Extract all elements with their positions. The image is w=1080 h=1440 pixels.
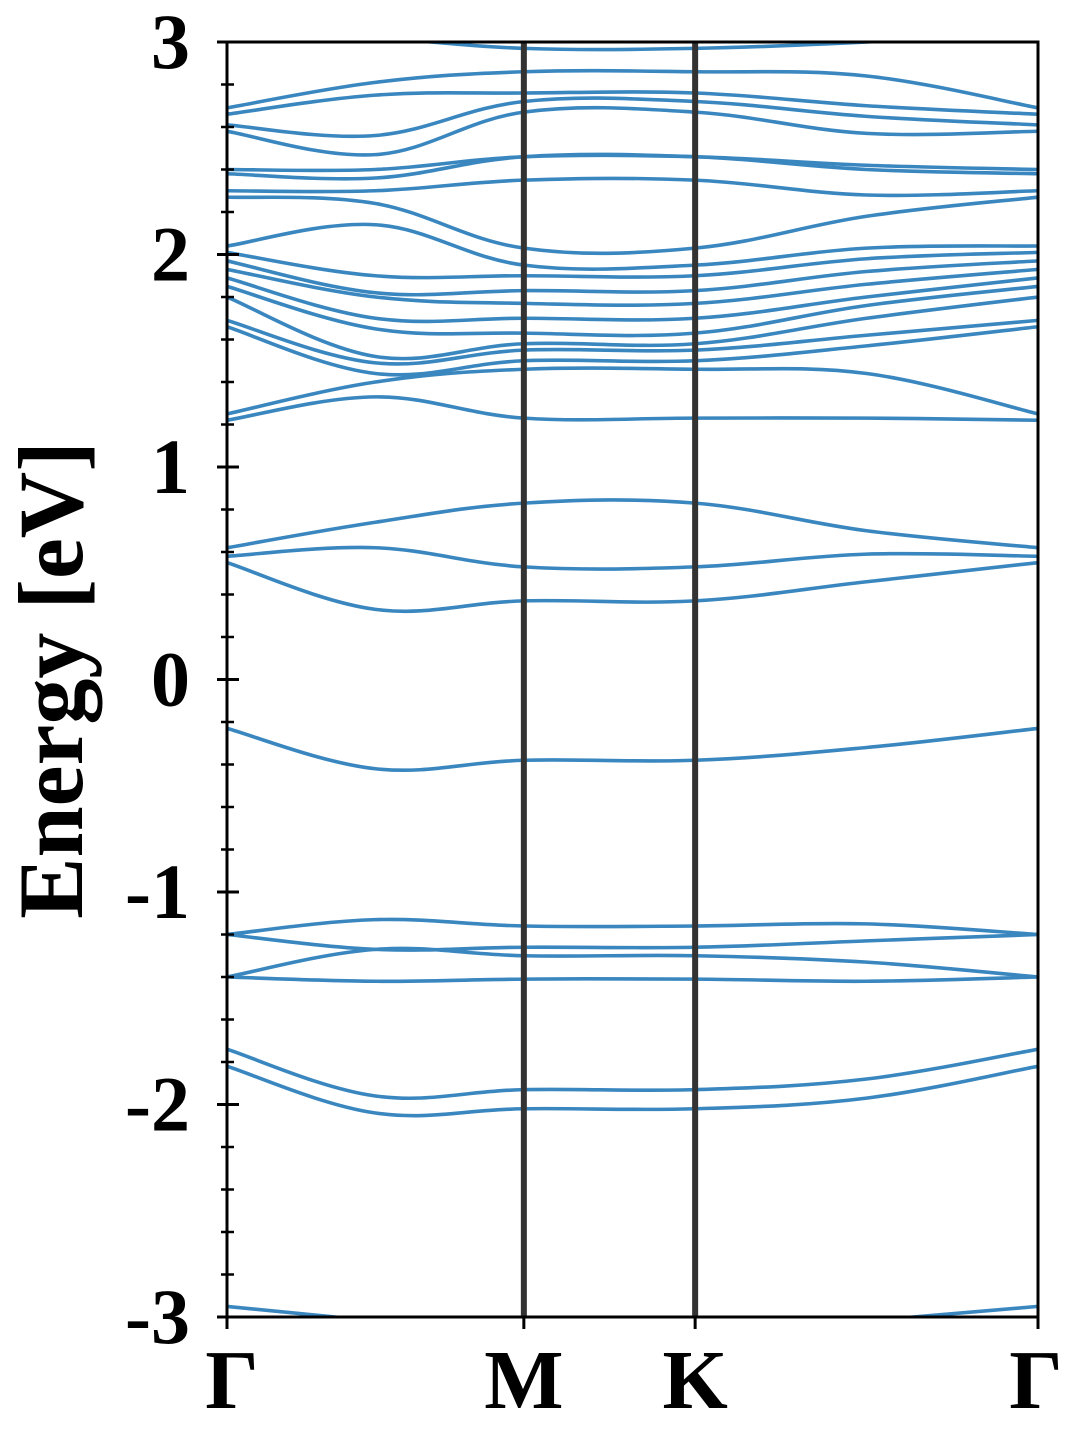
band-line-9 [227, 560, 1038, 614]
band-line-16 [227, 295, 1038, 361]
band-line-22 [227, 222, 1038, 271]
band-line-15 [227, 318, 1038, 366]
band-line-2 [227, 1064, 1038, 1118]
x-tick-label-Γ: Γ [205, 1334, 258, 1427]
band-line-14 [227, 324, 1038, 377]
band-line-1 [227, 1304, 1038, 1317]
band-line-18 [227, 276, 1038, 324]
y-tick-label: -2 [125, 1061, 190, 1148]
band-line-23 [227, 195, 1038, 256]
band-line-4 [227, 975, 1038, 984]
band-line-24 [227, 176, 1038, 198]
y-tick-label: -1 [125, 848, 190, 935]
y-tick-label: 1 [151, 423, 190, 510]
band-line-5 [227, 946, 1038, 979]
band-line-10 [227, 545, 1038, 571]
band-line-3 [227, 1047, 1038, 1101]
y-axis: -3 -2 -1 0 1 2 3 [125, 0, 239, 1360]
x-tick-label-Γ: Γ [1009, 1334, 1062, 1427]
y-tick-label: 3 [151, 0, 190, 85]
band-line-17 [227, 284, 1038, 338]
x-tick-label-K: K [662, 1334, 727, 1427]
bands-layer [227, 42, 1038, 1317]
band-line-26 [227, 153, 1038, 173]
x-tick-label-M: M [484, 1334, 563, 1427]
band-line-29 [227, 90, 1038, 117]
band-line-6 [227, 932, 1038, 952]
band-line-12 [227, 395, 1038, 423]
band-line-13 [227, 366, 1038, 416]
band-line-7 [227, 917, 1038, 937]
band-line-20 [227, 259, 1038, 297]
band-line-21 [227, 250, 1038, 280]
y-tick-label: 2 [151, 211, 190, 298]
band-line-30 [227, 68, 1038, 110]
y-axis-label: Energy [eV] [0, 441, 102, 919]
band-line-8 [227, 726, 1038, 772]
band-line-11 [227, 498, 1038, 550]
band-line-27 [227, 105, 1038, 157]
band-line-31 [410, 42, 900, 52]
band-line-28 [227, 96, 1038, 139]
y-tick-label: 0 [151, 636, 190, 723]
plot-frame [225, 40, 1040, 1319]
high-symmetry-lines [520, 42, 699, 1317]
y-tick-label: -3 [125, 1273, 190, 1360]
band-line-19 [227, 267, 1038, 307]
